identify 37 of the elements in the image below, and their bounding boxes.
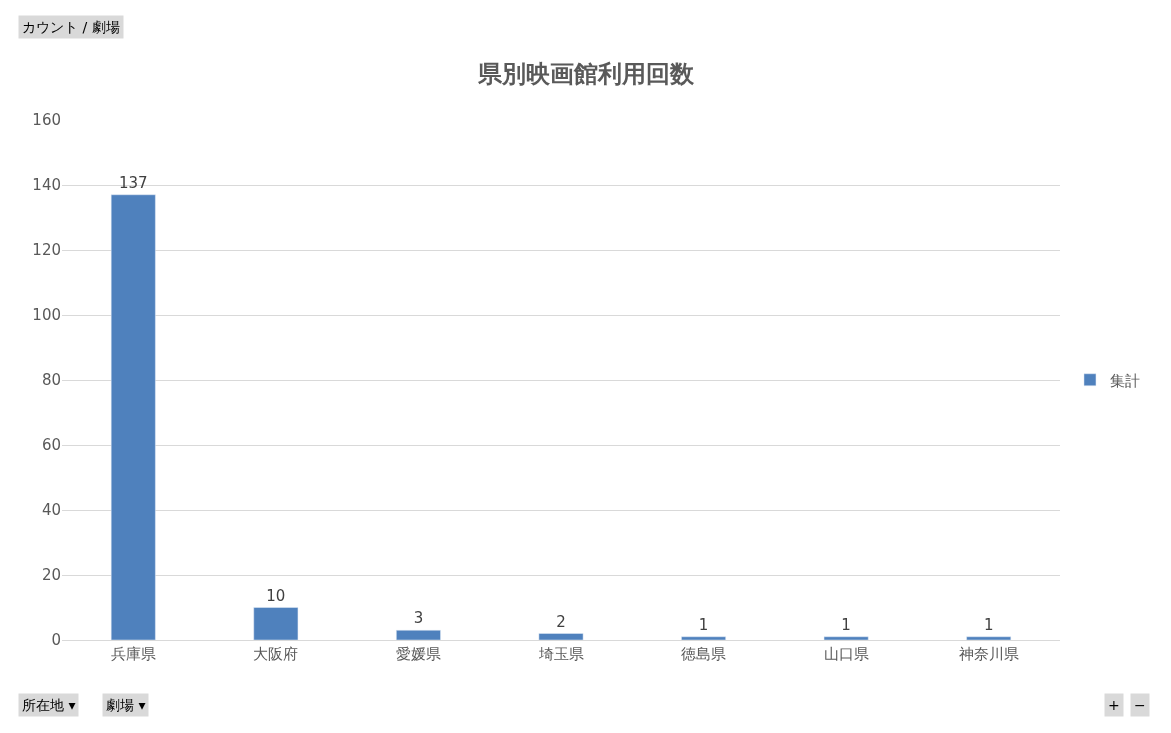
bar [110,194,156,640]
data-label: 137 [118,173,148,192]
data-label: 1 [983,615,994,634]
y-tick-label: 40 [41,501,61,520]
text: 劇場 ▾ [106,697,146,713]
x-tick-label: 大阪府 [253,645,299,663]
y-tick-label: 160 [32,111,61,130]
bar [823,636,869,640]
y-tick-label: 140 [32,176,61,195]
y-tick-label: 100 [32,306,61,325]
data-label: 1 [698,615,709,634]
chart-title: 県別映画館利用回数 [476,59,695,88]
y-tick-label: 20 [41,566,61,585]
data-label: 10 [266,586,286,605]
bar [253,607,299,640]
data-label: 1 [841,615,851,634]
x-tick-label: 山口県 [823,645,869,663]
x-tick-label: 兵庫県 [110,645,156,663]
y-tick-label: 0 [51,631,61,650]
legend-label: 集計 [1109,371,1140,390]
y-tick-label: 60 [41,436,61,455]
y-tick-label: 120 [32,241,61,260]
x-tick-label: 愛媛県 [395,645,441,663]
bar [966,636,1012,640]
bar [396,630,441,640]
y-tick-label: 80 [41,371,61,390]
x-tick-label: 徳島県 [681,645,727,663]
data-label: 2 [556,612,566,631]
data-label: 3 [413,609,424,628]
x-tick-label: 埼玉県 [537,645,584,663]
text: + [1108,697,1120,713]
text: − [1134,697,1146,713]
x-tick-label: 神奈川県 [958,645,1019,663]
bar [681,636,726,640]
bar [538,633,584,640]
text: 所在地 ▾ [22,697,76,713]
text: カウント / 劇場 [22,19,120,35]
